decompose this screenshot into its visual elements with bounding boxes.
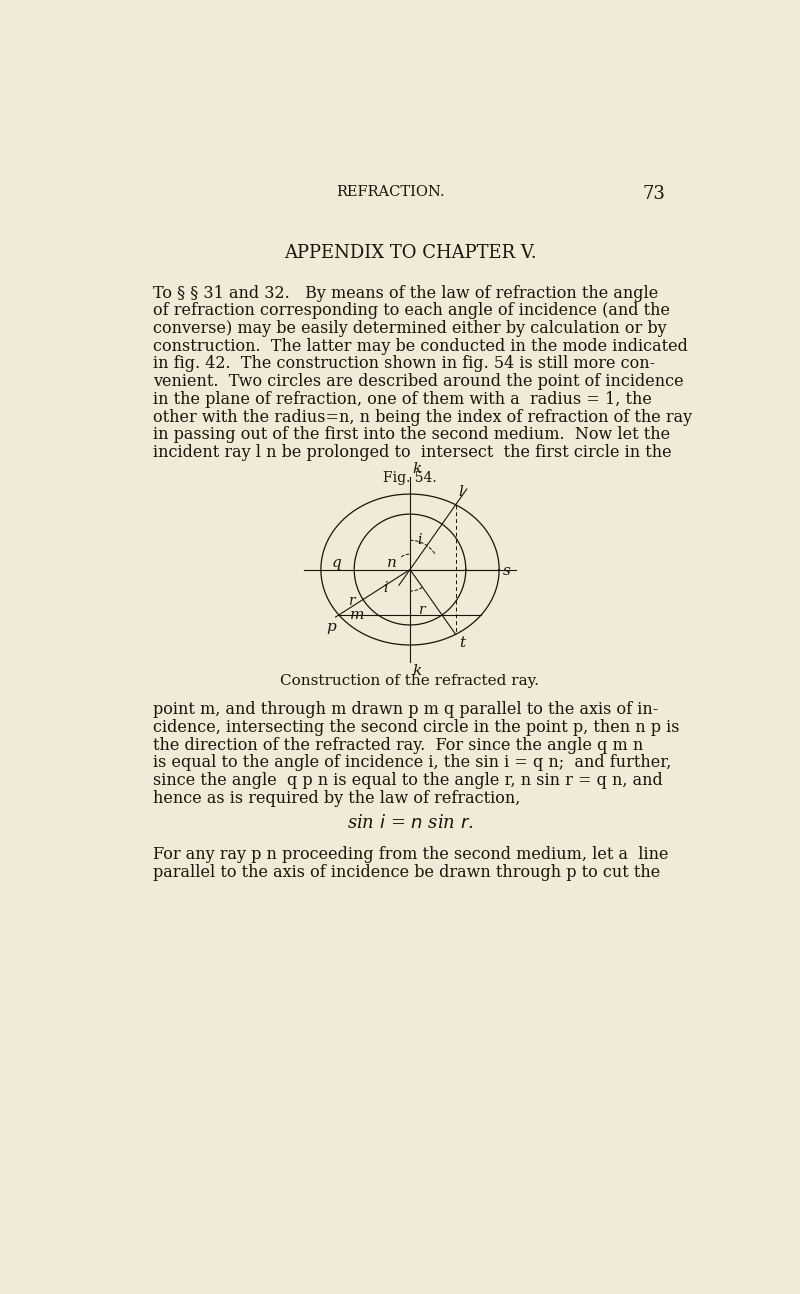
Text: Fig. 54.: Fig. 54.: [383, 471, 437, 485]
Text: point m, and through m drawn p m q parallel to the axis of in-: point m, and through m drawn p m q paral…: [153, 701, 658, 718]
Text: r: r: [348, 594, 354, 608]
Text: in fig. 42.  The construction shown in fig. 54 is still more con-: in fig. 42. The construction shown in fi…: [153, 356, 655, 373]
Text: in the plane of refraction, one of them with a  radius = 1, the: in the plane of refraction, one of them …: [153, 391, 651, 408]
Text: APPENDIX TO CHAPTER V.: APPENDIX TO CHAPTER V.: [284, 243, 536, 261]
Text: REFRACTION.: REFRACTION.: [336, 185, 445, 198]
Text: in passing out of the first into the second medium.  Now let the: in passing out of the first into the sec…: [153, 426, 670, 444]
Text: To § § 31 and 32.   By means of the law of refraction the angle: To § § 31 and 32. By means of the law of…: [153, 285, 658, 302]
Text: r: r: [418, 603, 424, 616]
Text: is equal to the angle of incidence i, the sin i = q n;  and further,: is equal to the angle of incidence i, th…: [153, 754, 671, 771]
Text: Construction of the refracted ray.: Construction of the refracted ray.: [281, 674, 539, 688]
Text: incident ray l n be prolonged to  intersect  the first circle in the: incident ray l n be prolonged to interse…: [153, 444, 671, 461]
Text: p: p: [326, 620, 336, 634]
Text: k: k: [412, 664, 422, 678]
Text: hence as is required by the law of refraction,: hence as is required by the law of refra…: [153, 789, 520, 806]
Text: i: i: [383, 581, 387, 595]
Text: n: n: [387, 555, 397, 569]
Text: 73: 73: [642, 185, 666, 203]
Text: q: q: [332, 555, 342, 569]
Text: other with the radius=n, n being the index of refraction of the ray: other with the radius=n, n being the ind…: [153, 409, 692, 426]
Text: i: i: [418, 533, 422, 547]
Text: t: t: [458, 635, 465, 650]
Text: venient.  Two circles are described around the point of incidence: venient. Two circles are described aroun…: [153, 373, 683, 391]
Text: parallel to the axis of incidence be drawn through p to cut the: parallel to the axis of incidence be dra…: [153, 863, 660, 881]
Text: cidence, intersecting the second circle in the point p, then n p is: cidence, intersecting the second circle …: [153, 719, 679, 736]
Text: l: l: [458, 484, 464, 498]
Text: m: m: [350, 608, 364, 622]
Text: the direction of the refracted ray.  For since the angle q m n: the direction of the refracted ray. For …: [153, 736, 643, 753]
Text: converse) may be easily determined either by calculation or by: converse) may be easily determined eithe…: [153, 320, 666, 336]
Text: of refraction corresponding to each angle of incidence (and the: of refraction corresponding to each angl…: [153, 303, 670, 320]
Text: sin $i$ = $n$ sin $r$.: sin $i$ = $n$ sin $r$.: [346, 814, 474, 832]
Text: k: k: [412, 462, 422, 476]
Text: construction.  The latter may be conducted in the mode indicated: construction. The latter may be conducte…: [153, 338, 687, 355]
Text: since the angle  q p n is equal to the angle r, n sin r = q n, and: since the angle q p n is equal to the an…: [153, 773, 662, 789]
Text: For any ray p n proceeding from the second medium, let a  line: For any ray p n proceeding from the seco…: [153, 846, 668, 863]
Text: s: s: [503, 564, 511, 578]
